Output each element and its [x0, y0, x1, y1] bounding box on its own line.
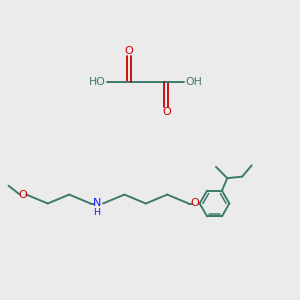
Text: O: O	[191, 199, 200, 208]
Text: O: O	[162, 107, 171, 117]
Text: H: H	[94, 208, 100, 217]
Text: O: O	[18, 190, 27, 200]
Text: N: N	[93, 199, 101, 208]
Text: OH: OH	[186, 76, 202, 87]
Text: HO: HO	[89, 76, 106, 87]
Text: O: O	[125, 46, 134, 56]
